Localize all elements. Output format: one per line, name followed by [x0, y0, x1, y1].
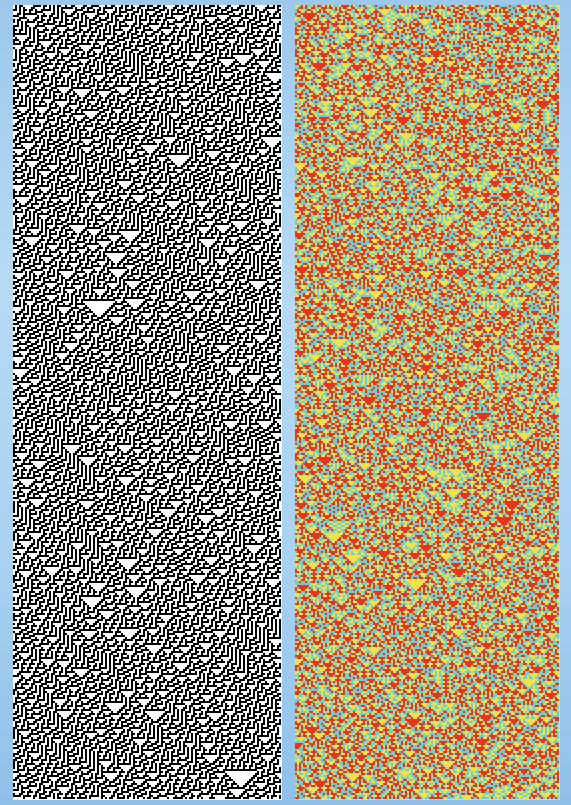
black-white-automaton-panel: [13, 5, 282, 800]
color-automaton-image: [295, 5, 560, 800]
black-white-automaton-image: [13, 5, 282, 800]
color-automaton-panel: [295, 5, 560, 800]
